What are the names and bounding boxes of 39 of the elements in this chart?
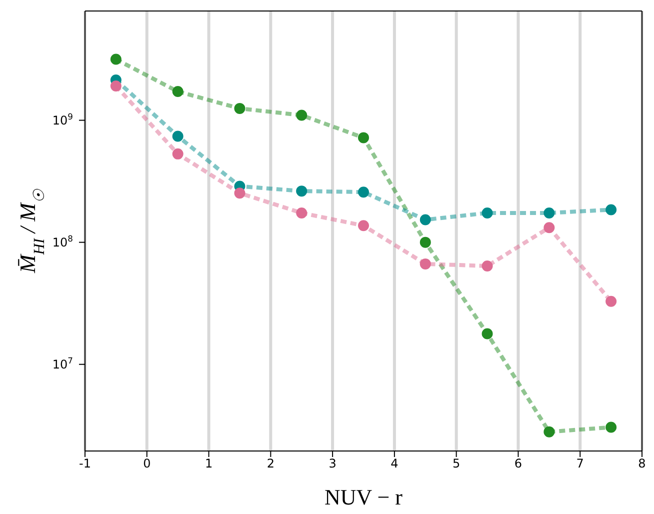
x-tick-label: -1 bbox=[79, 456, 91, 471]
x-tick-label: 5 bbox=[452, 456, 460, 471]
y-tick-label: 10$^{8}$ bbox=[52, 233, 73, 250]
point bbox=[110, 80, 122, 92]
y-tick-label: 10$^{7}$ bbox=[52, 355, 73, 372]
point bbox=[420, 258, 431, 270]
point bbox=[482, 207, 493, 218]
x-tick-label: 1 bbox=[204, 456, 213, 471]
point bbox=[606, 296, 617, 307]
point bbox=[296, 186, 308, 197]
point bbox=[110, 54, 122, 65]
point bbox=[234, 102, 246, 114]
point bbox=[544, 426, 555, 438]
point bbox=[420, 214, 431, 226]
point bbox=[296, 110, 308, 121]
x-tick-label: 2 bbox=[266, 456, 274, 471]
point bbox=[544, 222, 555, 234]
x-tick-label: 7 bbox=[576, 456, 584, 471]
point bbox=[358, 132, 369, 144]
x-tick-label: 6 bbox=[514, 456, 522, 471]
point bbox=[358, 186, 369, 198]
point bbox=[544, 207, 555, 218]
x-tick-label: 4 bbox=[390, 456, 398, 471]
y-tick-label: 10$^{9}$ bbox=[52, 111, 73, 128]
point bbox=[296, 207, 308, 218]
point bbox=[172, 86, 184, 98]
point bbox=[234, 188, 246, 199]
point bbox=[606, 204, 617, 216]
point bbox=[482, 260, 493, 272]
x-tick-label: 0 bbox=[143, 456, 151, 471]
point bbox=[606, 422, 617, 433]
point bbox=[420, 236, 431, 248]
point bbox=[172, 130, 184, 142]
x-tick-label: 8 bbox=[638, 456, 646, 471]
x-axis-title: NUV − r bbox=[324, 484, 404, 510]
x-tick-label: 3 bbox=[328, 456, 336, 471]
point bbox=[482, 328, 493, 340]
point bbox=[172, 148, 184, 160]
point bbox=[358, 220, 369, 232]
